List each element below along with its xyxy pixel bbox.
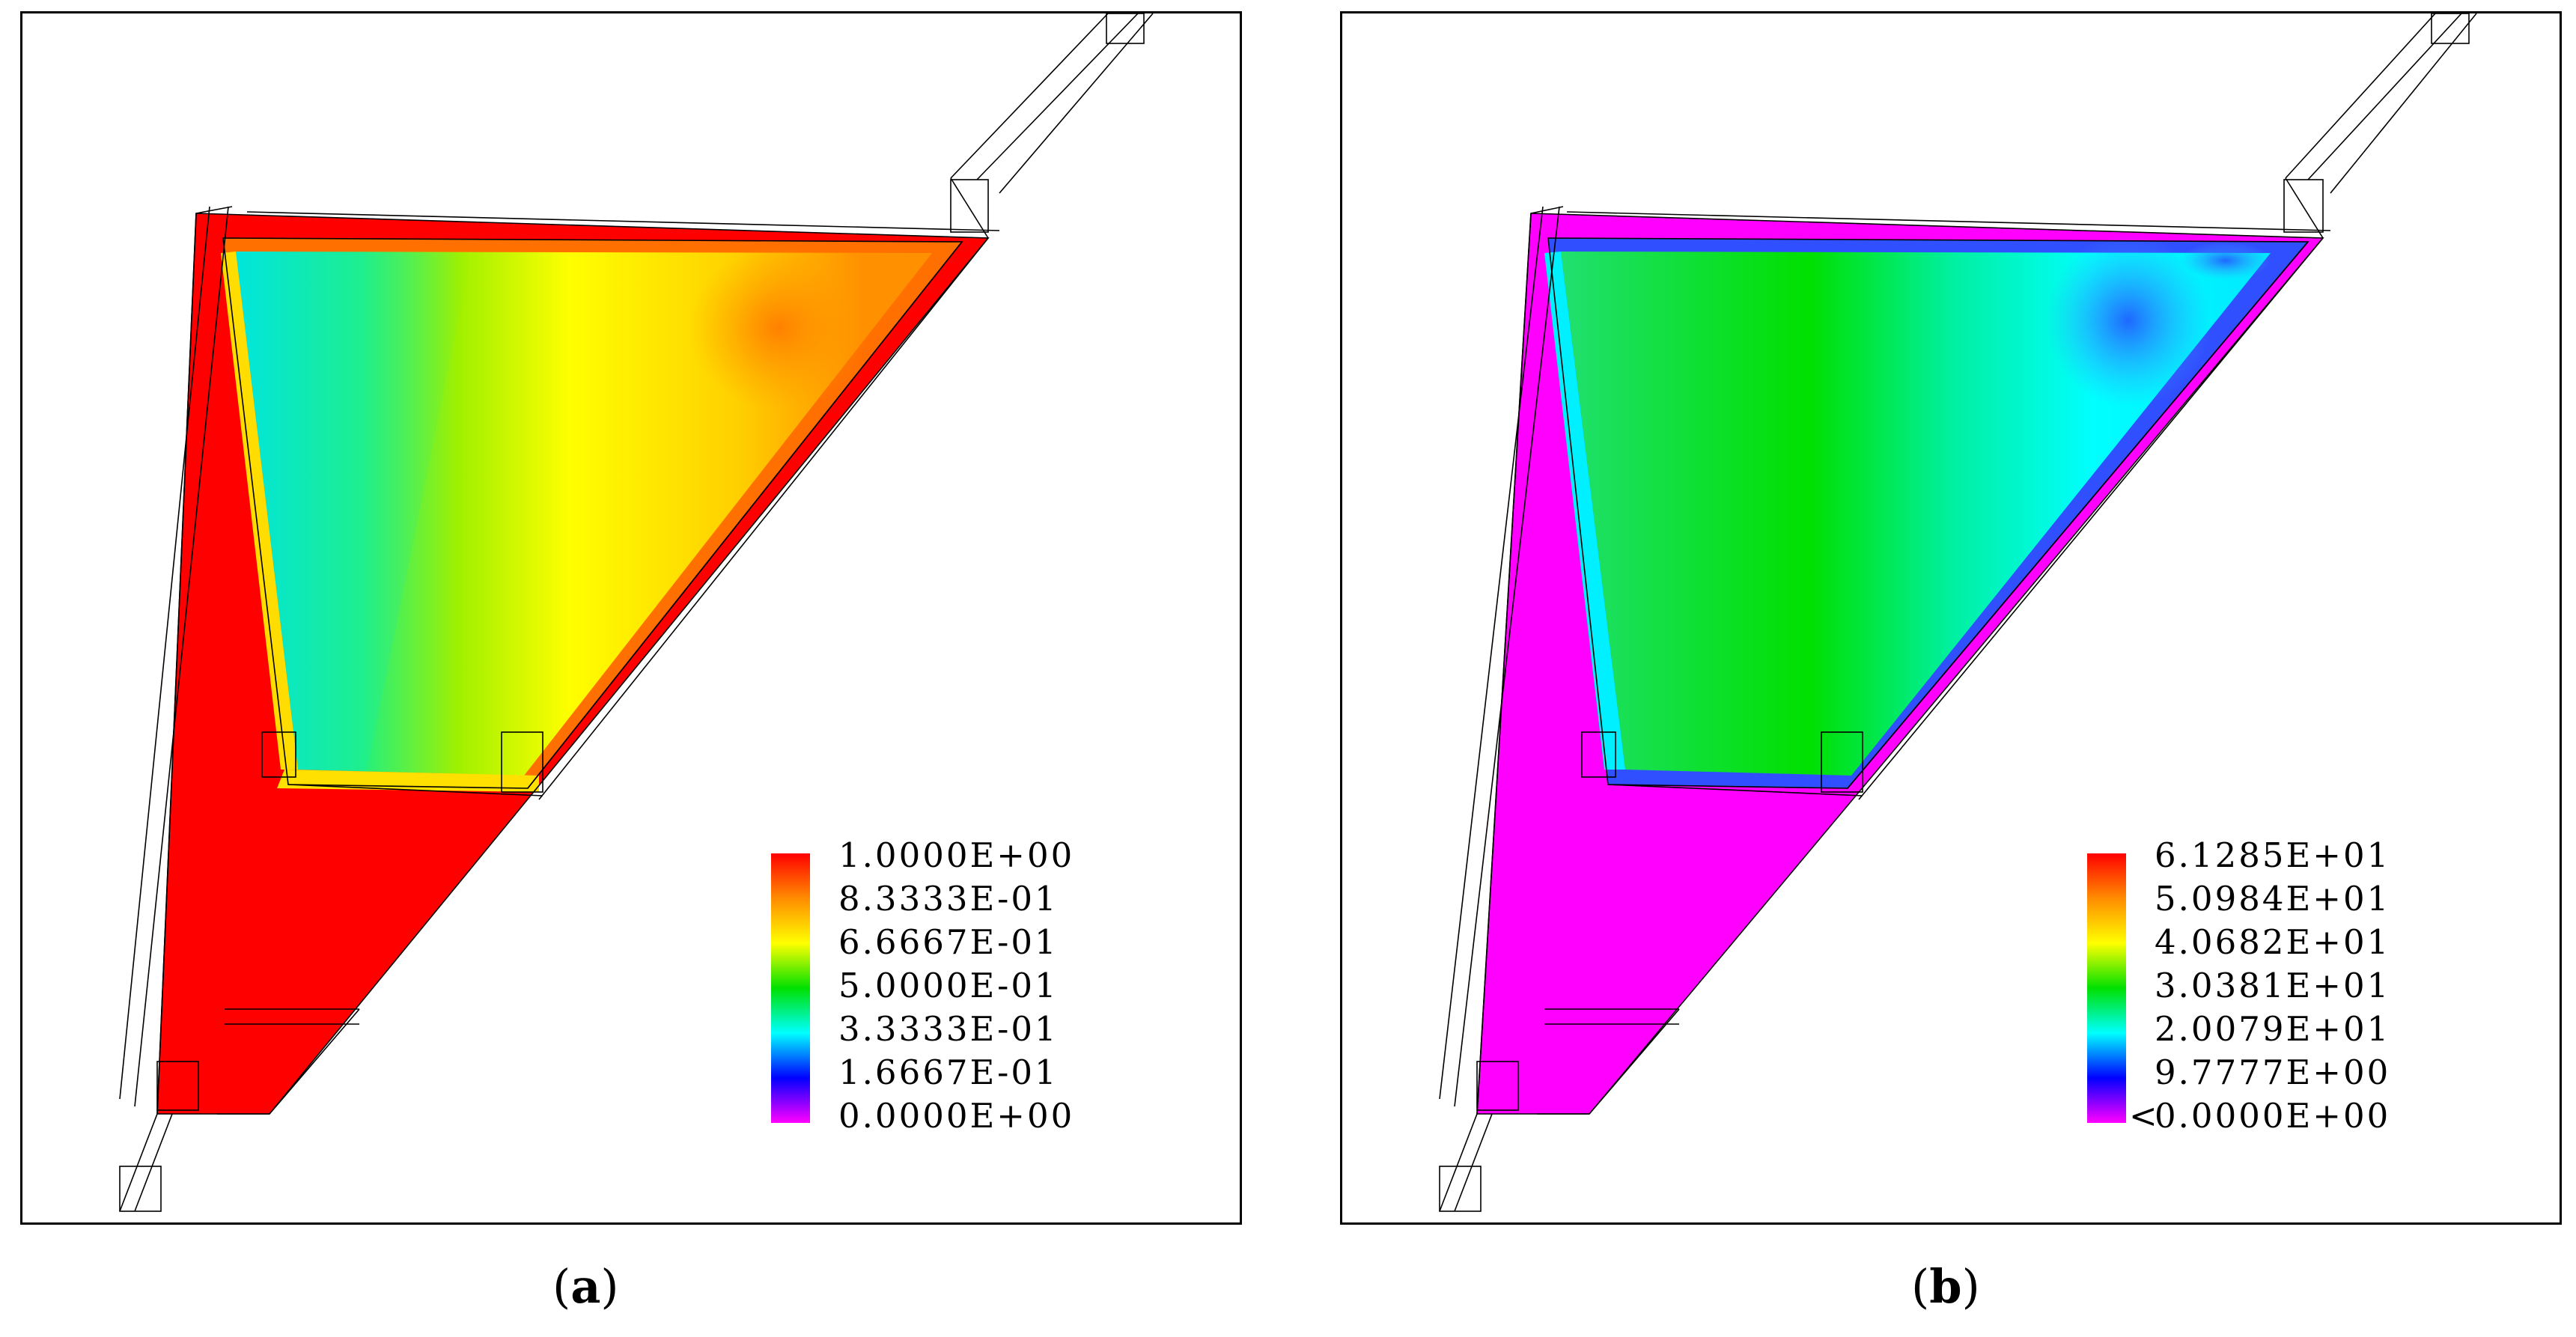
legend-tick-label: 1.6667E-01	[838, 1053, 1059, 1092]
colorbar-b	[2087, 853, 2126, 1123]
colorbar-legend-b: 6.1285E+01 5.0984E+01 4.0682E+01 3.0381E…	[2087, 838, 2506, 1138]
legend-tick-label: 8.3333E-01	[838, 879, 1059, 919]
caption-open-paren: (	[552, 1259, 571, 1314]
legend-tick-label: 3.3333E-01	[838, 1009, 1059, 1049]
caption-open-paren: (	[1911, 1259, 1930, 1314]
legend-tick-label: 1.0000E+00	[838, 835, 1075, 875]
wing-contour-field-b	[1439, 13, 2477, 1212]
legend-lower-marker: <	[2129, 1096, 2158, 1136]
legend-tick-label: 5.0000E-01	[838, 966, 1059, 1005]
legend-tick-label: 5.0984E+01	[2155, 879, 2391, 919]
caption-letter: a	[570, 1259, 601, 1314]
legend-tick-label: 6.6667E-01	[838, 922, 1059, 962]
legend-tick-label: 0.0000E+00	[838, 1096, 1075, 1136]
legend-tick-label: 2.0079E+01	[2155, 1009, 2391, 1049]
legend-tick-label: 9.7777E+00	[2155, 1053, 2391, 1092]
legend-tick-label: 3.0381E+01	[2155, 966, 2391, 1005]
contour-plot-panel-b: 6.1285E+01 5.0984E+01 4.0682E+01 3.0381E…	[1340, 11, 2562, 1225]
caption-letter: b	[1929, 1259, 1962, 1314]
panel-caption-b: (b)	[1911, 1264, 1980, 1310]
legend-tick-label: 6.1285E+01	[2155, 835, 2391, 875]
colorbar-legend-a: 1.0000E+00 8.3333E-01 6.6667E-01 5.0000E…	[771, 838, 1190, 1138]
contour-plot-panel-a: 1.0000E+00 8.3333E-01 6.6667E-01 5.0000E…	[20, 11, 1242, 1225]
colorbar-a	[771, 853, 810, 1123]
wing-contour-field-a	[119, 13, 1154, 1212]
caption-close-paren: )	[1961, 1259, 1980, 1314]
legend-tick-label: 0.0000E+00	[2155, 1096, 2391, 1136]
legend-tick-label: 4.0682E+01	[2155, 922, 2391, 962]
panel-caption-a: (a)	[552, 1264, 619, 1310]
caption-close-paren: )	[600, 1259, 619, 1314]
